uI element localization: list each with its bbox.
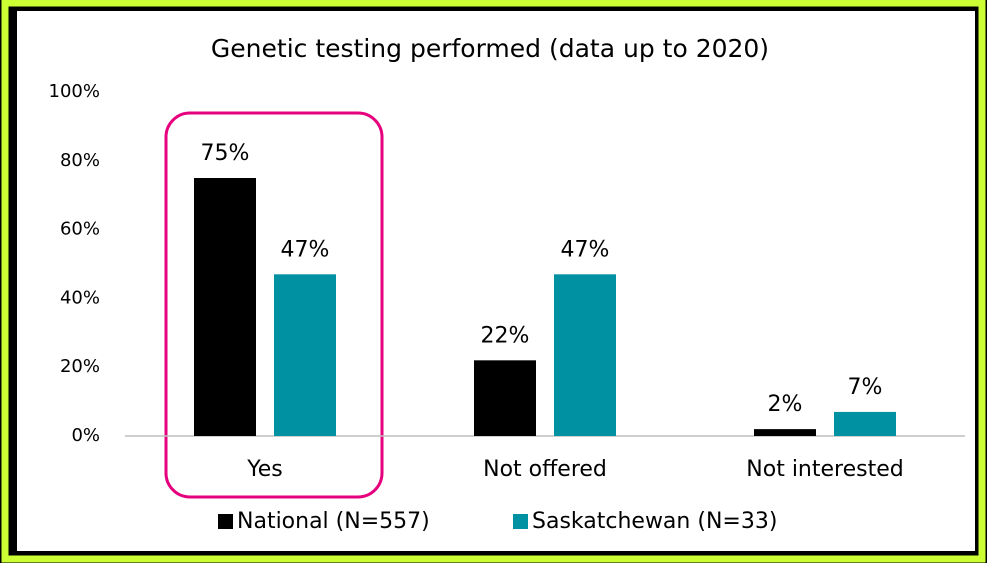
data-label: 2% (768, 392, 803, 417)
data-label: 47% (281, 237, 330, 262)
legend-label: National (N=557) (237, 509, 430, 534)
bar (554, 274, 616, 436)
highlight (164, 111, 384, 499)
bar (754, 429, 816, 436)
y-tick-label: 100% (49, 81, 100, 102)
legend-swatch (513, 514, 528, 529)
y-tick-label: 80% (60, 150, 100, 171)
data-label: 7% (848, 375, 883, 400)
plot-panel (17, 11, 975, 551)
y-tick-label: 0% (71, 425, 100, 446)
bar (274, 274, 336, 436)
legend-label: Saskatchewan (N=33) (532, 509, 777, 534)
chart-title: Genetic testing performed (data up to 20… (211, 34, 769, 63)
bar (194, 178, 256, 436)
data-label: 22% (481, 323, 530, 348)
x-tick-label: Not offered (483, 457, 607, 482)
bar (474, 360, 536, 436)
y-tick-label: 60% (60, 219, 100, 240)
data-label: 47% (561, 237, 610, 262)
data-label: 75% (201, 141, 250, 166)
x-tick-label: Yes (246, 457, 283, 482)
y-tick-label: 20% (60, 356, 100, 377)
legend-swatch (218, 514, 233, 529)
bar (834, 411, 896, 436)
y-tick-label: 40% (60, 287, 100, 308)
x-tick-label: Not interested (746, 457, 903, 482)
